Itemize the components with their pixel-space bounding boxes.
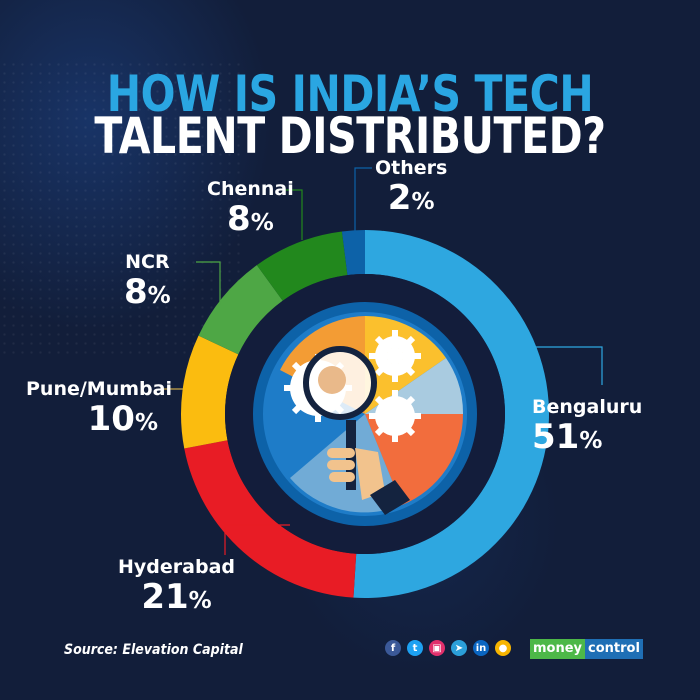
title-line-2: TALENT DISTRIBUTED?: [94, 107, 606, 165]
label-chennai: Chennai 8%: [207, 178, 294, 239]
segment-ncr: [198, 265, 283, 355]
facebook-icon: f: [385, 640, 401, 656]
twitter-icon: t: [407, 640, 423, 656]
segment-hyderabad: [184, 440, 357, 598]
donut-segments: [181, 230, 550, 598]
segment-others: [341, 230, 365, 276]
label-ncr: NCR 8%: [124, 251, 171, 312]
segment-bengaluru: [353, 230, 550, 598]
magnifier-gears-illustration: [253, 302, 477, 526]
title-line-1: HOW IS INDIA’S TECH: [106, 65, 594, 123]
telegram-icon: ➤: [451, 640, 467, 656]
label-hyderabad: Hyderabad 21%: [118, 556, 235, 617]
source-note: Source: Elevation Capital: [64, 642, 243, 658]
linkedin-icon: in: [473, 640, 489, 656]
segment-pune-mumbai: [181, 335, 239, 449]
social-icons: f t ▣ ➤ in ●: [385, 640, 511, 656]
segment-chennai: [256, 231, 348, 301]
label-connectors: [160, 167, 603, 555]
label-others: Others 2%: [375, 157, 448, 218]
label-bengaluru: Bengaluru 51%: [532, 396, 643, 457]
instagram-icon: ▣: [429, 640, 445, 656]
koo-icon: ●: [495, 640, 511, 656]
background-pattern: [0, 60, 240, 360]
moneycontrol-logo: money control: [530, 639, 643, 659]
label-pune-mumbai: Pune/Mumbai 10%: [26, 378, 172, 439]
